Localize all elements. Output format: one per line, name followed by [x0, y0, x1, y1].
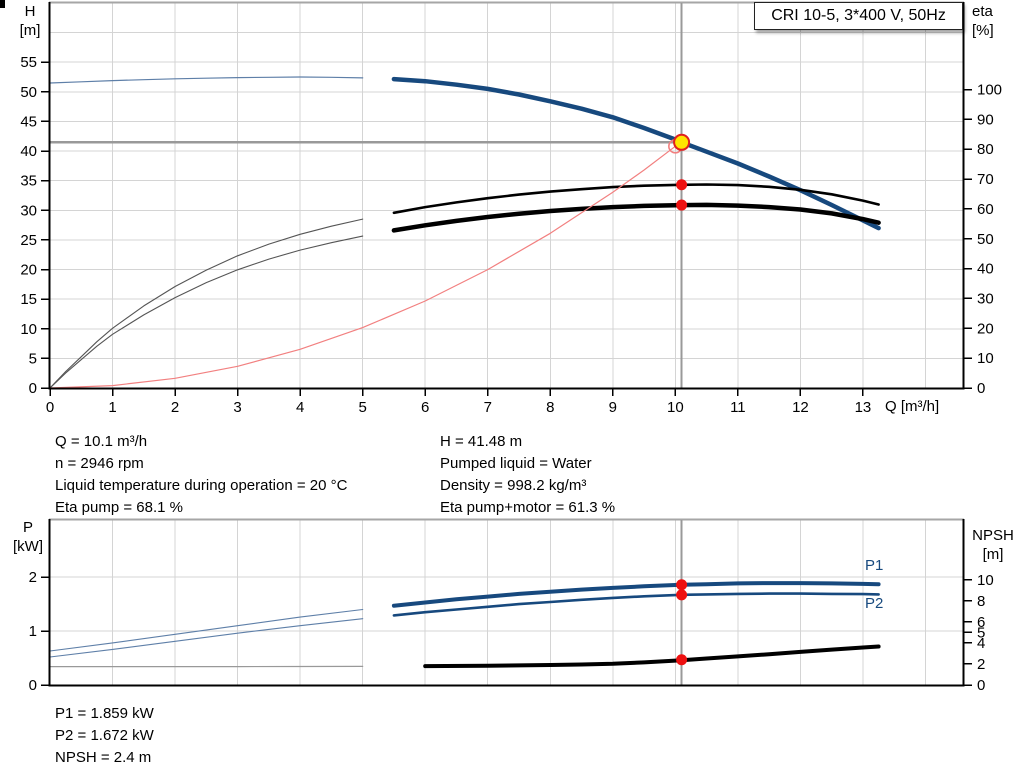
- svg-text:3: 3: [233, 399, 241, 416]
- operating-point-dot: [676, 179, 688, 191]
- svg-text:2: 2: [977, 656, 985, 673]
- svg-text:60: 60: [977, 201, 994, 218]
- svg-text:0: 0: [46, 399, 54, 416]
- svg-text:4: 4: [977, 635, 985, 652]
- npsh-axis-unit-line2: [m]: [982, 546, 1004, 563]
- bottom-chart-tick-labels: 0 1 2 0 2 456 8 10: [29, 569, 994, 694]
- top-chart-frame: [41, 2, 972, 396]
- svg-text:100: 100: [977, 82, 1002, 99]
- eta-axis-unit-line2: [%]: [972, 22, 994, 39]
- svg-text:0: 0: [977, 380, 985, 397]
- info-h: H = 41.48 m: [440, 433, 523, 450]
- h-axis-unit-line1: H: [24, 3, 36, 20]
- p1-curve-label: P1: [865, 557, 884, 574]
- top-chart-curves: [49, 76, 881, 389]
- svg-text:13: 13: [855, 399, 872, 416]
- svg-text:5: 5: [29, 350, 37, 367]
- svg-text:9: 9: [609, 399, 617, 416]
- svg-text:0: 0: [29, 677, 37, 694]
- svg-text:20: 20: [20, 262, 37, 279]
- svg-text:50: 50: [977, 231, 994, 248]
- svg-text:35: 35: [20, 173, 37, 190]
- npsh-axis-unit-line1: NPSH: [972, 527, 1014, 544]
- svg-text:45: 45: [20, 113, 37, 130]
- svg-text:5: 5: [977, 624, 985, 641]
- svg-text:40: 40: [20, 143, 37, 160]
- svg-text:10: 10: [667, 399, 684, 416]
- info-eta-pump: Eta pump = 68.1 %: [55, 499, 183, 516]
- svg-text:6: 6: [421, 399, 429, 416]
- svg-text:30: 30: [977, 290, 994, 307]
- svg-text:20: 20: [977, 320, 994, 337]
- q-axis-unit-label: Q [m³/h]: [885, 398, 940, 415]
- svg-text:1: 1: [29, 623, 37, 640]
- info-p1: P1 = 1.859 kW: [55, 705, 154, 722]
- svg-text:0: 0: [977, 677, 985, 694]
- svg-text:80: 80: [977, 141, 994, 158]
- svg-text:10: 10: [20, 321, 37, 338]
- info-liquid-temp: Liquid temperature during operation = 20…: [55, 477, 348, 494]
- top-chart-markers: [668, 133, 691, 211]
- pump-title-box: CRI 10-5, 3*400 V, 50Hz: [754, 2, 963, 30]
- duty-info-right-column: H = 41.48 m Pumped liquid = Water Densit…: [440, 431, 615, 519]
- eta-axis-unit-line1: eta: [972, 3, 993, 20]
- svg-text:8: 8: [977, 593, 985, 610]
- bottom-chart-markers: [676, 579, 688, 666]
- svg-text:10: 10: [977, 350, 994, 367]
- npsh-axis-unit-label: NPSH [m]: [964, 526, 1022, 564]
- info-pumped-liquid: Pumped liquid = Water: [440, 455, 592, 472]
- svg-text:1: 1: [108, 399, 116, 416]
- bottom-chart-curves: [49, 581, 881, 669]
- operating-point-dot: [676, 654, 688, 666]
- operating-point-dot: [676, 579, 688, 591]
- svg-text:12: 12: [792, 399, 809, 416]
- p-axis-unit-line1: P: [22, 519, 33, 536]
- svg-text:2: 2: [29, 569, 37, 586]
- svg-text:5: 5: [358, 399, 366, 416]
- top-chart-grid: [49, 1, 964, 388]
- svg-text:30: 30: [20, 202, 37, 219]
- svg-text:4: 4: [296, 399, 304, 416]
- info-n: n = 2946 rpm: [55, 455, 144, 472]
- top-chart-tick-labels: 0 1 2 3 4 5 6 7 8 9 10 11 12 130510152025303540455055…: [20, 54, 1002, 416]
- h-axis-unit-line2: [m]: [19, 22, 41, 39]
- info-density: Density = 998.2 kg/m³: [440, 477, 587, 494]
- info-eta-pump-motor: Eta pump+motor = 61.3 %: [440, 499, 616, 516]
- svg-text:10: 10: [977, 572, 994, 589]
- eta-axis-unit-label: eta [%]: [972, 2, 1012, 40]
- power-info-block: P1 = 1.859 kW P2 = 1.672 kW NPSH = 2.4 m: [55, 703, 154, 769]
- svg-text:15: 15: [20, 291, 37, 308]
- svg-text:50: 50: [20, 84, 37, 101]
- svg-text:25: 25: [20, 232, 37, 249]
- bottom-chart-grid: [49, 518, 964, 685]
- info-p2: P2 = 1.672 kW: [55, 727, 154, 744]
- info-q: Q = 10.1 m³/h: [55, 433, 148, 450]
- svg-text:55: 55: [20, 54, 37, 71]
- svg-text:11: 11: [730, 399, 746, 416]
- top-chart-duty-guides: [50, 3, 683, 388]
- svg-text:0: 0: [29, 380, 37, 397]
- duty-info-left-column: Q = 10.1 m³/h n = 2946 rpm Liquid temper…: [55, 431, 347, 519]
- duty-point-marker: [673, 133, 691, 151]
- svg-text:2: 2: [171, 399, 179, 416]
- operating-point-dot: [676, 199, 688, 211]
- svg-text:40: 40: [977, 261, 994, 278]
- svg-text:70: 70: [977, 171, 994, 188]
- operating-point-dot: [676, 589, 688, 601]
- pump-title-label: CRI 10-5, 3*400 V, 50Hz: [771, 7, 946, 24]
- window-corner-artifact: [0, 0, 5, 8]
- h-axis-unit-label: H [m]: [12, 2, 48, 40]
- svg-text:90: 90: [977, 111, 994, 128]
- p2-curve-label: P2: [865, 595, 884, 612]
- info-npsh: NPSH = 2.4 m: [55, 749, 152, 766]
- svg-text:7: 7: [484, 399, 492, 416]
- p-axis-unit-label: P [kW]: [8, 518, 48, 556]
- svg-text:8: 8: [546, 399, 554, 416]
- bottom-chart-frame: [41, 519, 972, 687]
- svg-text:6: 6: [977, 614, 985, 631]
- p-axis-unit-line2: [kW]: [13, 538, 43, 555]
